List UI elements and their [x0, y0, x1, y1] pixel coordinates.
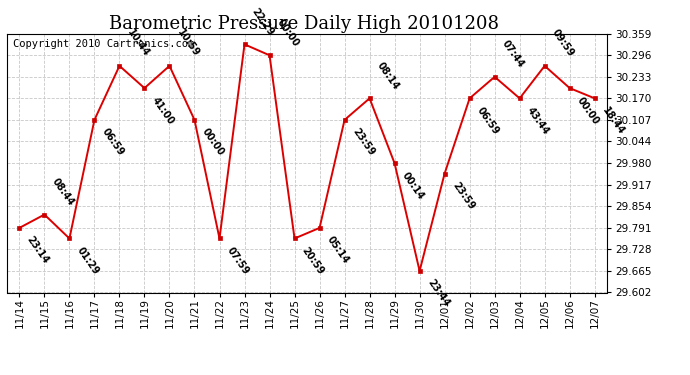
Text: 00:00: 00:00 [575, 95, 601, 126]
Text: Copyright 2010 Cartronics.com: Copyright 2010 Cartronics.com [13, 39, 194, 49]
Text: 10:44: 10:44 [125, 28, 151, 59]
Text: 07:59: 07:59 [225, 246, 251, 277]
Text: 23:14: 23:14 [25, 235, 51, 266]
Text: 10:59: 10:59 [175, 28, 201, 59]
Text: 06:59: 06:59 [475, 105, 501, 136]
Text: 00:00: 00:00 [275, 17, 301, 48]
Text: 23:59: 23:59 [450, 180, 476, 212]
Text: 18:44: 18:44 [600, 105, 627, 136]
Text: 08:14: 08:14 [375, 60, 401, 92]
Text: 43:44: 43:44 [525, 105, 551, 136]
Text: 07:44: 07:44 [500, 39, 526, 70]
Text: 09:59: 09:59 [550, 28, 576, 59]
Text: 23:44: 23:44 [425, 278, 451, 309]
Text: 23:59: 23:59 [350, 127, 376, 158]
Text: 01:29: 01:29 [75, 246, 101, 277]
Text: 06:59: 06:59 [100, 127, 126, 158]
Text: 22:29: 22:29 [250, 6, 276, 38]
Text: 00:00: 00:00 [200, 127, 226, 158]
Text: 41:00: 41:00 [150, 95, 176, 126]
Text: 05:14: 05:14 [325, 235, 351, 266]
Text: 20:59: 20:59 [300, 246, 326, 277]
Text: Barometric Pressure Daily High 20101208: Barometric Pressure Daily High 20101208 [108, 15, 499, 33]
Text: 08:44: 08:44 [50, 176, 76, 208]
Text: 00:14: 00:14 [400, 170, 426, 201]
